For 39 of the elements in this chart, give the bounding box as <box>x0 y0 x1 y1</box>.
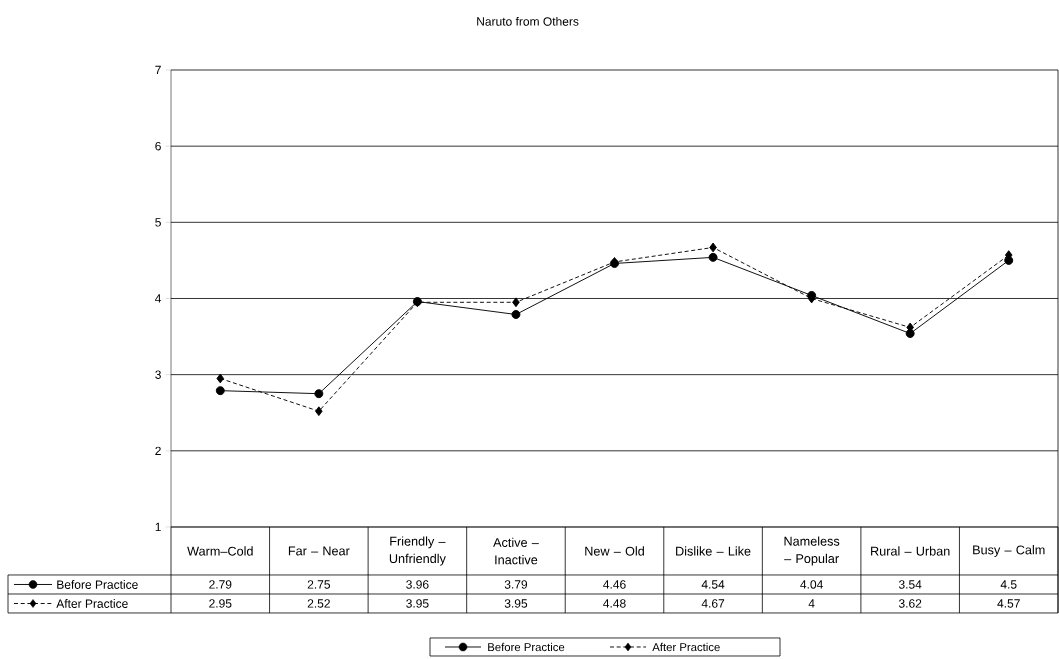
x-tick-label: Active – Inactive <box>493 537 539 565</box>
legend-label: After Practice <box>56 599 128 608</box>
data-label: 4.67 <box>701 599 725 608</box>
data-label: 3.54 <box>898 580 922 589</box>
x-tick-label: Far – Near <box>288 546 350 556</box>
x-tick-label: Busy – Calm <box>973 545 1045 557</box>
y-tick-label: 7 <box>155 65 161 75</box>
data-label: 3.79 <box>504 580 528 589</box>
legend-label: Before Practice <box>57 580 138 589</box>
text: Before Practice <box>488 642 565 652</box>
chart-title: Naruto from Others <box>477 16 579 26</box>
data-label: 4.46 <box>603 580 626 589</box>
y-tick-label: 3 <box>155 370 161 379</box>
data-label: 2.95 <box>209 599 232 608</box>
y-tick-label: 1 <box>155 522 161 532</box>
data-label: 2.75 <box>307 580 331 589</box>
data-label: 2.52 <box>307 599 330 608</box>
data-label: 3.95 <box>504 599 528 608</box>
x-tick-label: New – Old <box>585 546 644 556</box>
y-tick-label: 6 <box>155 141 161 151</box>
data-label: 3.62 <box>898 599 922 608</box>
data-label: 4.54 <box>701 580 725 589</box>
text: After Practice <box>652 642 720 652</box>
x-tick-label: Dislike – Like <box>676 546 751 556</box>
data-label: 2.79 <box>209 580 232 589</box>
x-tick-label: Friendly – Unfriendly <box>389 536 446 566</box>
data-label: 4.48 <box>603 599 626 608</box>
data-label: 4.04 <box>800 580 823 589</box>
x-tick-label: Rural – Urban <box>871 546 950 556</box>
y-tick-label: 4 <box>155 294 162 303</box>
data-label: 4 <box>808 599 815 608</box>
data-label: 4.57 <box>997 599 1020 608</box>
x-tick-label: Nameless – Popular <box>784 536 840 566</box>
data-label: 3.95 <box>406 599 429 608</box>
y-tick-label: 2 <box>155 446 161 456</box>
x-tick-label: Warm–Cold <box>187 546 253 556</box>
data-label: 3.96 <box>406 580 429 589</box>
y-tick-label: 5 <box>155 218 161 227</box>
data-label: 4.5 <box>1000 580 1017 589</box>
